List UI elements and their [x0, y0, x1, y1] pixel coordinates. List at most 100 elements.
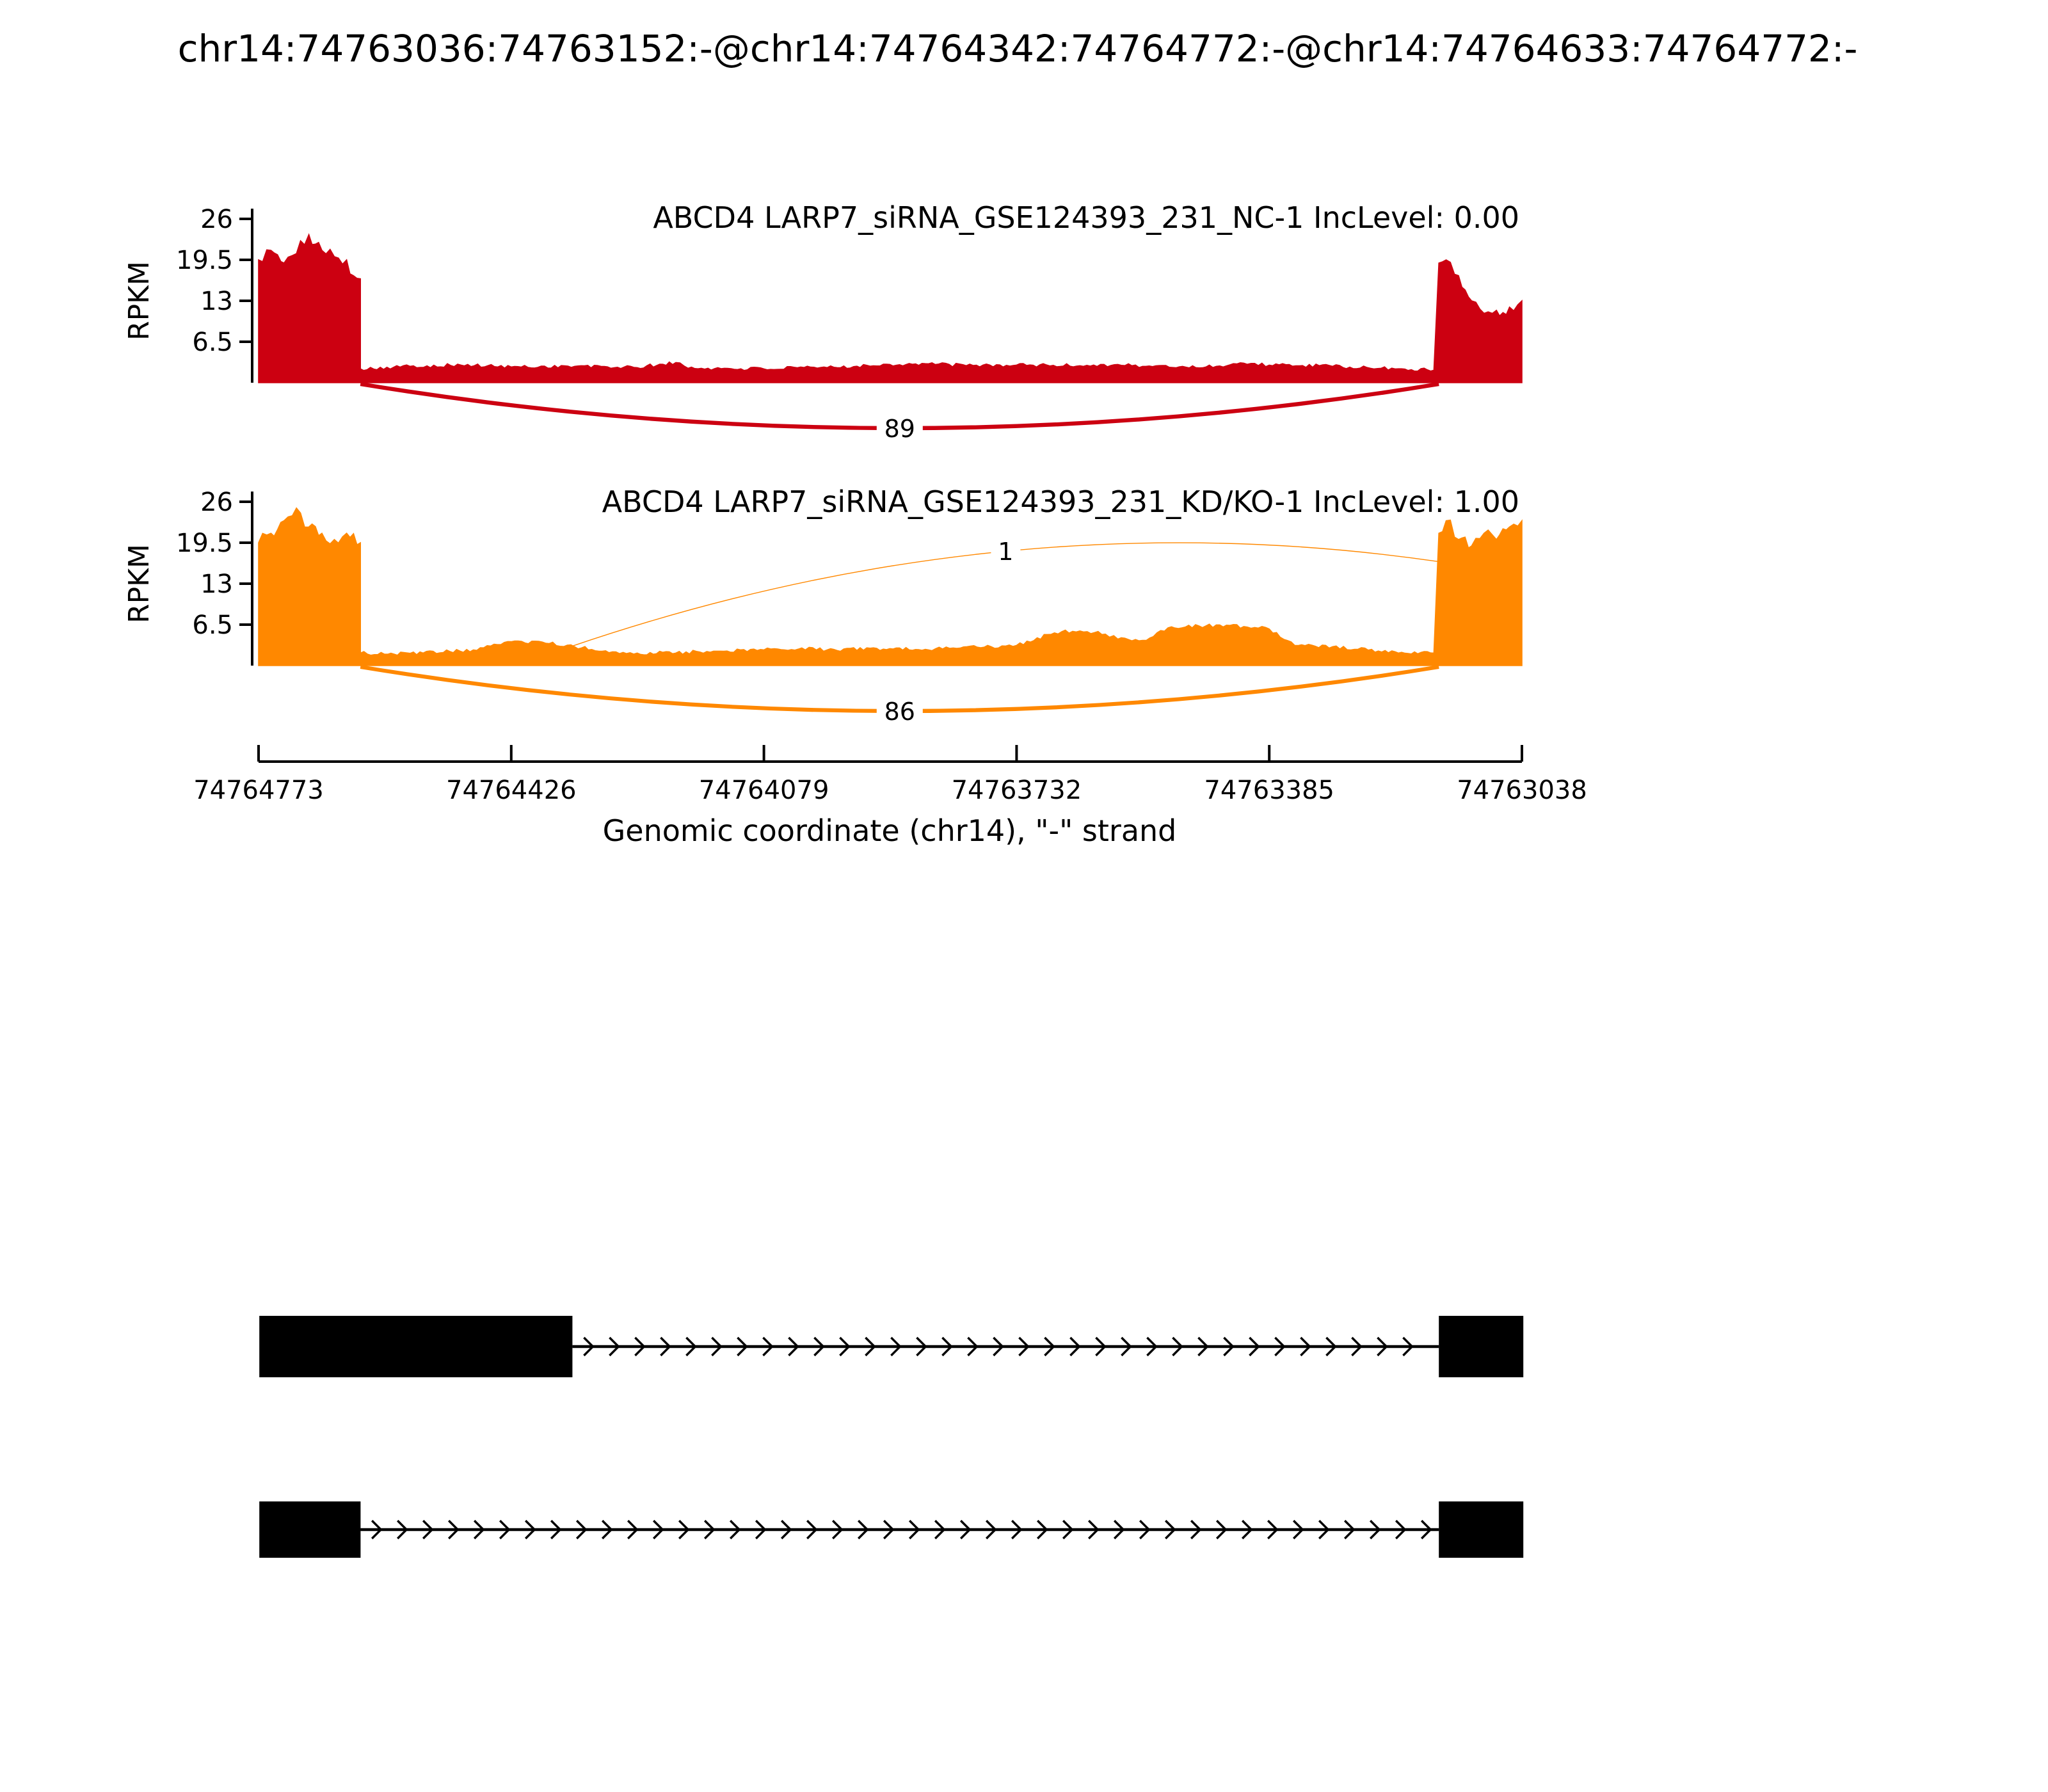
strand-arrow-icon: [660, 1336, 671, 1357]
rpkm-axis-label: RPKM: [123, 544, 156, 623]
strand-arrow-icon: [1018, 1336, 1030, 1357]
strand-arrow-icon: [1011, 1519, 1023, 1540]
strand-arrow-icon: [1420, 1519, 1432, 1540]
transcript: [259, 1316, 1524, 1377]
x-tick-label: 74764426: [446, 776, 577, 805]
strand-arrow-icon: [1044, 1336, 1055, 1357]
strand-arrow-icon: [678, 1519, 690, 1540]
track-label: ABCD4 LARP7_siRNA_GSE124393_231_NC-1 Inc…: [653, 200, 1519, 235]
strand-arrow-icon: [575, 1519, 588, 1540]
transcript-models: [259, 1316, 1524, 1558]
strand-arrow-icon: [1223, 1336, 1235, 1357]
strand-arrow-icon: [993, 1336, 1004, 1357]
coverage-area: [258, 233, 1523, 383]
junction-count-label: 86: [884, 698, 915, 726]
strand-arrow-icon: [371, 1519, 383, 1540]
strand-arrow-icon: [1087, 1519, 1100, 1540]
strand-arrow-icon: [916, 1336, 927, 1357]
coverage-tracks: 26 19.5 13 6.5 RPKM ABCD4 LARP7_siRNA_GSE1243…: [123, 200, 1523, 726]
strand-arrow-icon: [447, 1519, 460, 1540]
x-tick-label: 74764773: [193, 776, 324, 805]
strand-arrow-icon: [941, 1336, 953, 1357]
y-tick-label: 26: [200, 488, 233, 517]
strand-arrow-icon: [1164, 1519, 1176, 1540]
strand-arrow-icon: [1377, 1336, 1388, 1357]
strand-arrow-icon: [1274, 1336, 1286, 1357]
strand-arrow-icon: [627, 1519, 639, 1540]
strand-arrow-icon: [1095, 1336, 1107, 1357]
strand-arrow-icon: [1139, 1519, 1151, 1540]
junction-count-label: 1: [998, 538, 1013, 566]
strand-arrow-icon: [550, 1519, 562, 1540]
strand-arrow-icon: [865, 1336, 876, 1357]
strand-arrow-icon: [729, 1519, 741, 1540]
junction-count-bg: [876, 696, 923, 726]
strand-arrow-icon: [652, 1519, 664, 1540]
strand-arrow-icon: [1036, 1519, 1048, 1540]
strand-arrow-icon: [1402, 1336, 1414, 1357]
strand-arrow-icon: [788, 1336, 799, 1357]
strand-arrow-icon: [1197, 1336, 1209, 1357]
strand-arrow-icon: [1190, 1519, 1202, 1540]
strand-arrow-icon: [813, 1336, 825, 1357]
strand-arrow-icon: [711, 1336, 723, 1357]
strand-arrow-icon: [908, 1519, 920, 1540]
strand-arrow-icon: [1395, 1519, 1407, 1540]
y-tick-label: 6.5: [192, 611, 233, 640]
strand-arrow-icon: [1062, 1519, 1074, 1540]
strand-arrow-icon: [1113, 1519, 1125, 1540]
strand-arrow-icon: [601, 1519, 613, 1540]
strand-arrow-icon: [857, 1519, 869, 1540]
strand-arrow-icon: [473, 1519, 485, 1540]
y-tick-label: 13: [200, 287, 233, 316]
exon-rect: [1439, 1316, 1524, 1377]
strand-arrow-icon: [634, 1336, 646, 1357]
junction-count-bg: [991, 536, 1021, 567]
strand-arrow-icon: [422, 1519, 434, 1540]
y-tick-label: 19.5: [176, 529, 233, 558]
strand-arrow-icon: [1351, 1336, 1363, 1357]
strand-arrow-icon: [755, 1519, 767, 1540]
strand-arrow-icon: [890, 1336, 902, 1357]
x-tick-label: 74763038: [1457, 776, 1587, 805]
x-tick-label: 74764079: [699, 776, 829, 805]
strand-arrow-icon: [831, 1519, 844, 1540]
y-tick-label: 13: [200, 570, 233, 599]
x-tick-label: 74763385: [1204, 776, 1334, 805]
junction-count-bg: [876, 413, 923, 444]
strand-arrow-icon: [1241, 1519, 1253, 1540]
transcript: [259, 1501, 1524, 1558]
strand-arrow-icon: [1172, 1336, 1183, 1357]
strand-arrow-icon: [1300, 1336, 1311, 1357]
x-tick-label: 74763732: [952, 776, 1082, 805]
coverage-track: 26 19.5 13 6.5 RPKM ABCD4 LARP7_siRNA_GSE1243…: [123, 200, 1523, 444]
strand-arrow-icon: [883, 1519, 895, 1540]
strand-arrow-icon: [524, 1519, 536, 1540]
exon-rect: [1439, 1501, 1524, 1558]
exon-rect: [259, 1316, 573, 1377]
strand-arrow-icon: [780, 1519, 792, 1540]
strand-arrow-icon: [762, 1336, 774, 1357]
strand-arrow-icon: [1215, 1519, 1228, 1540]
x-axis-title: Genomic coordinate (chr14), "-" strand: [603, 813, 1177, 848]
strand-arrow-icon: [685, 1336, 697, 1357]
track-label: ABCD4 LARP7_siRNA_GSE124393_231_KD/KO-1 …: [602, 484, 1519, 519]
strand-arrow-icon: [737, 1336, 748, 1357]
y-tick-label: 19.5: [176, 246, 233, 275]
strand-arrow-icon: [1325, 1336, 1337, 1357]
y-tick-label: 26: [200, 205, 233, 234]
strand-arrow-icon: [396, 1519, 408, 1540]
strand-arrow-icon: [959, 1519, 972, 1540]
strand-arrow-icon: [703, 1519, 716, 1540]
strand-arrow-icon: [967, 1336, 979, 1357]
strand-arrow-icon: [985, 1519, 997, 1540]
rpkm-axis-label: RPKM: [123, 261, 156, 340]
x-axis: 74764773 74764426 74764079 74763732 74763385…: [193, 745, 1587, 805]
strand-arrow-icon: [934, 1519, 946, 1540]
plot-title: chr14:74763036:74763152:-@chr14:74764342…: [178, 27, 1858, 70]
strand-arrow-icon: [1249, 1336, 1260, 1357]
coverage-area: [258, 507, 1523, 666]
strand-arrow-icon: [1267, 1519, 1279, 1540]
strand-arrow-icon: [583, 1336, 595, 1357]
